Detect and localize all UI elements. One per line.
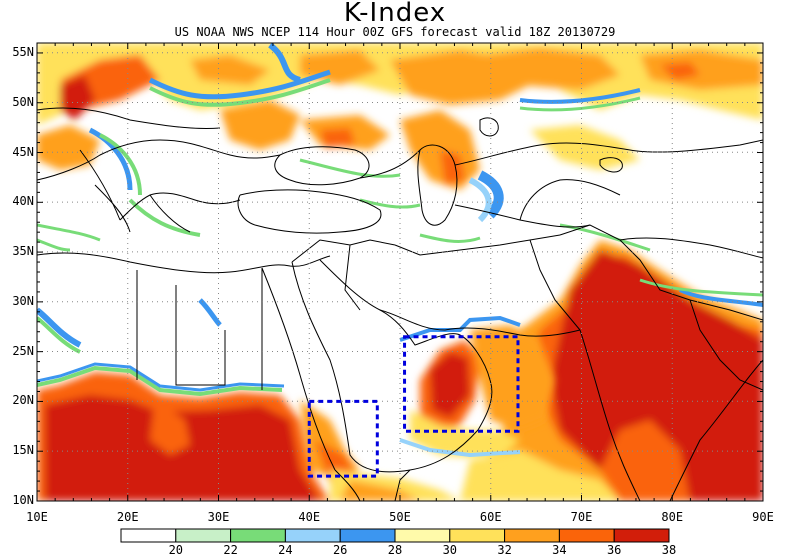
lon-label-30E: 30E	[207, 510, 230, 524]
lat-label-55N: 55N	[12, 44, 34, 59]
lon-label-80E: 80E	[661, 510, 684, 524]
legend-swatch-1	[175, 528, 232, 543]
lat-label-15N: 15N	[12, 443, 34, 458]
legend-swatch-8	[558, 528, 615, 543]
lat-label-30N: 30N	[12, 293, 34, 308]
legend-tick-label: 30	[442, 543, 458, 557]
map-title: K-Index	[343, 0, 447, 28]
lon-label-70E: 70E	[570, 510, 593, 524]
legend-swatch-2	[230, 528, 286, 543]
lat-label-25N: 25N	[12, 343, 34, 358]
legend-tick-label: 26	[332, 543, 348, 557]
legend-swatch-9	[613, 528, 670, 543]
lat-label-40N: 40N	[12, 194, 34, 209]
legend-tick-label: 38	[661, 543, 677, 557]
legend-tick-label: 20	[168, 543, 184, 557]
legend-swatch-7	[504, 528, 560, 543]
lon-label-60E: 60E	[479, 510, 502, 524]
legend-swatch-5	[394, 528, 451, 543]
lon-label-40E: 40E	[298, 510, 321, 524]
lon-label-10E: 10E	[26, 510, 48, 524]
legend-swatch-0	[120, 528, 177, 543]
legend-tick-label: 32	[497, 543, 512, 557]
k-index-field	[37, 43, 763, 501]
map-subtitle: US NOAA NWS NCEP 114 Hour 00Z GFS foreca…	[174, 25, 616, 39]
legend-swatch-4	[339, 528, 396, 543]
lat-label-50N: 50N	[12, 94, 34, 109]
lat-label-10N: 10N	[12, 493, 34, 507]
lat-label-45N: 45N	[12, 144, 34, 159]
legend-tick-label: 36	[606, 543, 622, 557]
color-legend	[120, 528, 670, 543]
legend-swatch-6	[449, 528, 506, 543]
legend-tick-label: 28	[387, 543, 403, 557]
lat-label-20N: 20N	[12, 393, 34, 408]
legend-tick-label: 24	[278, 543, 293, 557]
lon-label-50E: 50E	[389, 510, 411, 524]
lon-label-90E: 90E	[752, 510, 774, 524]
lat-label-35N: 35N	[12, 244, 34, 259]
highlight-box-2	[403, 335, 520, 433]
legend-tick-label: 34	[552, 543, 567, 557]
legend-tick-label: 22	[223, 543, 238, 557]
legend-swatch-3	[284, 528, 341, 543]
lon-label-20E: 20E	[116, 510, 139, 524]
